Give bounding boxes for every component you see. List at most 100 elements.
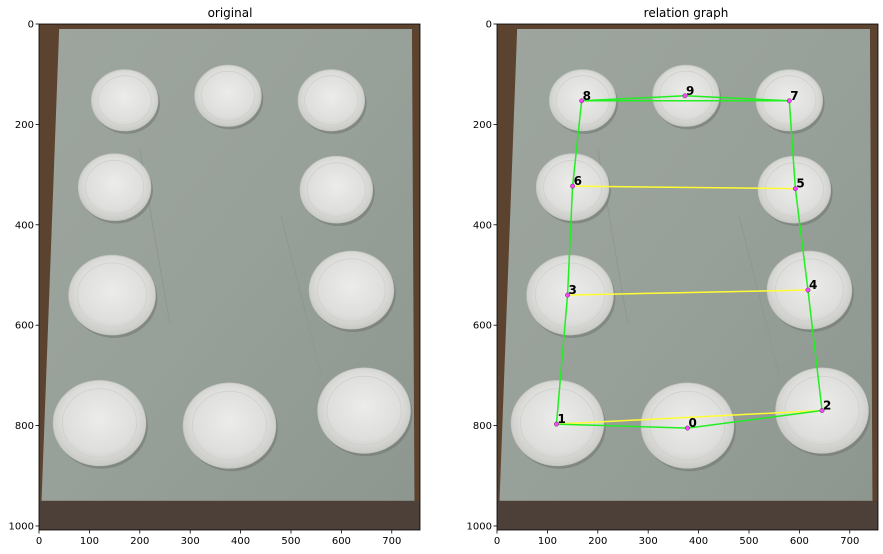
plate-8-rim bbox=[97, 75, 152, 126]
plate-1 bbox=[52, 380, 147, 467]
y-tick-label: 400 bbox=[15, 220, 34, 231]
tablecloth bbox=[499, 29, 873, 501]
plate-9-rim bbox=[658, 70, 713, 121]
node-label-3: 3 bbox=[569, 283, 577, 297]
node-1 bbox=[554, 421, 559, 427]
edge-green-1-0 bbox=[556, 423, 688, 429]
plate-3-rim bbox=[77, 262, 148, 328]
y-tick-label: 400 bbox=[473, 220, 492, 231]
x-tick-label: 200 bbox=[588, 536, 607, 547]
plate-0 bbox=[640, 382, 735, 469]
edge-green-8-6 bbox=[571, 100, 583, 187]
node-8 bbox=[579, 98, 585, 104]
edge-green-7-5 bbox=[788, 100, 797, 189]
y-tick-label: 200 bbox=[473, 120, 492, 131]
plate-3-rim bbox=[535, 262, 606, 328]
plate-7-rim bbox=[304, 75, 359, 126]
edge-green-8-9 bbox=[581, 95, 686, 102]
node-label-7: 7 bbox=[790, 89, 798, 103]
plate-2-rim bbox=[326, 375, 402, 446]
node-label-6: 6 bbox=[574, 174, 582, 188]
subplot-title-original: original bbox=[208, 6, 253, 20]
node-label-1: 1 bbox=[557, 412, 565, 426]
plate-8 bbox=[91, 69, 159, 132]
node-7 bbox=[786, 98, 792, 104]
plate-7 bbox=[297, 69, 365, 132]
y-tick-label: 800 bbox=[473, 421, 492, 432]
relation-graph-panel: 0 1 2 3 4 5 6 7 8 9 0 100 200 300 400 500 600 700 0 200 400 6… bbox=[467, 20, 879, 547]
x-tick-label: 300 bbox=[181, 536, 200, 547]
y-tick-label: 1000 bbox=[467, 521, 492, 532]
plate-2-rim bbox=[784, 375, 860, 446]
x-tick-label: 300 bbox=[639, 536, 658, 547]
plate-9-rim bbox=[200, 70, 255, 121]
edge-yellow-3-4 bbox=[567, 289, 808, 296]
node-label-5: 5 bbox=[796, 177, 804, 191]
tablecloth bbox=[41, 29, 415, 501]
axes-frame bbox=[496, 23, 879, 531]
plate-0 bbox=[182, 382, 277, 469]
x-tick-label: 100 bbox=[538, 536, 557, 547]
x-tick-label: 600 bbox=[790, 536, 809, 547]
cloth-crease bbox=[280, 214, 322, 376]
edge-green-3-1 bbox=[555, 295, 569, 425]
node-2 bbox=[819, 408, 825, 413]
node-4 bbox=[805, 287, 811, 293]
node-label-0: 0 bbox=[689, 416, 697, 430]
plate-1-rim bbox=[61, 388, 137, 458]
plate-3 bbox=[68, 254, 156, 336]
y-tick-label: 800 bbox=[15, 421, 34, 432]
edge-green-6-3 bbox=[566, 186, 574, 296]
edge-green-4-2 bbox=[807, 289, 823, 411]
cloth-crease bbox=[738, 214, 780, 376]
x-tick-label: 500 bbox=[281, 536, 300, 547]
plate-0-rim bbox=[192, 390, 267, 461]
node-3 bbox=[565, 292, 570, 298]
node-5 bbox=[792, 186, 798, 192]
x-tick-label: 100 bbox=[80, 536, 99, 547]
node-label-9: 9 bbox=[686, 84, 694, 98]
plate-5 bbox=[299, 155, 374, 224]
plate-4-rim bbox=[317, 258, 386, 322]
x-tick-label: 400 bbox=[689, 536, 708, 547]
edge-yellow-1-2 bbox=[556, 409, 823, 425]
edge-yellow-6-5 bbox=[572, 185, 796, 190]
x-tick-label: 200 bbox=[130, 536, 149, 547]
plate-0-rim bbox=[650, 390, 725, 461]
edge-green-9-7 bbox=[684, 95, 790, 102]
y-tick-label: 200 bbox=[15, 120, 34, 131]
floor-strip bbox=[497, 500, 878, 530]
x-tick-label: 400 bbox=[231, 536, 250, 547]
plate-9 bbox=[194, 64, 262, 127]
x-tick-label: 700 bbox=[840, 536, 859, 547]
node-label-4: 4 bbox=[809, 278, 817, 292]
x-tick-label: 0 bbox=[36, 536, 42, 547]
axes-frame bbox=[38, 23, 421, 531]
node-9 bbox=[682, 93, 688, 99]
plate-5-rim bbox=[306, 162, 366, 217]
plate-4 bbox=[308, 250, 395, 330]
y-tick-label: 600 bbox=[473, 321, 492, 332]
floor-strip bbox=[39, 500, 420, 530]
y-tick-label: 600 bbox=[15, 321, 34, 332]
plate-2 bbox=[317, 367, 411, 454]
edge-green-0-2 bbox=[687, 409, 823, 429]
plate-1-rim bbox=[519, 388, 595, 458]
y-tick-label: 0 bbox=[486, 20, 492, 31]
plate-6 bbox=[77, 153, 152, 221]
node-6 bbox=[570, 183, 575, 189]
original-photo-panel: 0 100 200 300 400 500 600 700 0 200 400 600 800 1000 bbox=[9, 20, 421, 547]
x-tick-label: 700 bbox=[382, 536, 401, 547]
node-label-2: 2 bbox=[823, 399, 831, 413]
x-tick-label: 500 bbox=[739, 536, 758, 547]
x-tick-label: 0 bbox=[494, 536, 500, 547]
node-0 bbox=[685, 425, 690, 431]
x-tick-label: 600 bbox=[332, 536, 351, 547]
plate-6-rim bbox=[85, 159, 145, 215]
plate-5-rim bbox=[764, 162, 824, 217]
edge-green-5-4 bbox=[794, 188, 809, 291]
node-label-8: 8 bbox=[583, 89, 591, 103]
y-tick-label: 0 bbox=[28, 20, 34, 31]
subplot-title-relation-graph: relation graph bbox=[644, 6, 729, 20]
